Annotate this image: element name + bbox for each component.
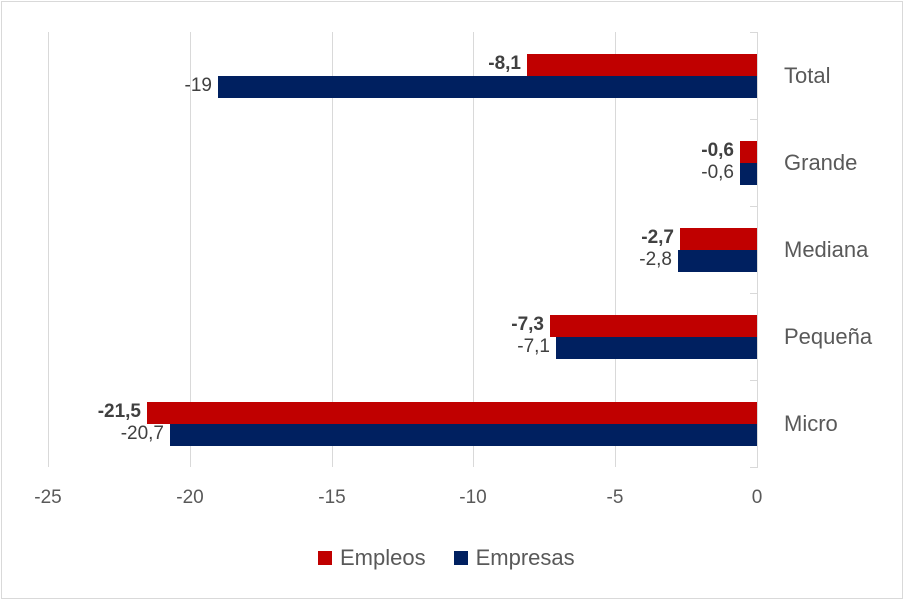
x-tick-label: -25 — [34, 487, 62, 508]
category-label: Pequeña — [784, 324, 873, 349]
data-label: -0,6 — [701, 162, 734, 183]
legend-label: Empleos — [340, 545, 426, 570]
data-label: -2,7 — [641, 227, 674, 248]
x-tick-label: -15 — [318, 487, 346, 508]
bar-empresas[interactable] — [678, 250, 757, 272]
gridline — [332, 32, 333, 467]
category-tick — [750, 467, 758, 468]
legend-swatch-icon — [453, 551, 468, 565]
legend-label: Empresas — [475, 545, 575, 570]
data-label: -20,7 — [120, 423, 164, 444]
gridline — [190, 32, 191, 467]
legend-item-empresas[interactable]: Empresas — [453, 545, 575, 571]
gridline — [473, 32, 474, 467]
value-axis-zero — [757, 32, 758, 467]
data-label: -7,3 — [511, 314, 544, 335]
data-label: -2,8 — [639, 249, 672, 270]
bar-empleos[interactable] — [147, 402, 757, 424]
category-label: Grande — [784, 150, 858, 175]
category-label: Mediana — [784, 237, 869, 262]
category-label: Total — [784, 63, 831, 88]
bar-empleos[interactable] — [550, 315, 757, 337]
x-tick-label: 0 — [751, 487, 763, 508]
category-tick — [750, 32, 758, 33]
gridline — [48, 32, 49, 467]
data-label: -7,1 — [517, 336, 550, 357]
legend-swatch-icon — [318, 551, 332, 565]
bar-empleos[interactable] — [740, 141, 757, 163]
x-tick-label: -5 — [606, 487, 624, 508]
gridline — [615, 32, 616, 467]
bar-empresas[interactable] — [740, 163, 757, 185]
data-label: -0,6 — [701, 140, 734, 161]
category-label: Micro — [784, 411, 838, 436]
x-tick-label: -10 — [459, 487, 487, 508]
x-tick-label: -20 — [176, 487, 204, 508]
data-label: -21,5 — [97, 401, 141, 422]
category-tick — [750, 380, 758, 381]
bar-empresas[interactable] — [170, 424, 757, 446]
category-tick — [750, 206, 758, 207]
category-tick — [750, 119, 758, 120]
legend-item-empleos[interactable]: Empleos — [318, 545, 426, 571]
bar-empresas[interactable] — [556, 337, 757, 359]
category-tick — [750, 293, 758, 294]
data-label: -8,1 — [488, 53, 521, 74]
bar-empresas[interactable] — [218, 76, 757, 98]
data-label: -19 — [184, 75, 212, 96]
legend: Empleos Empresas — [318, 545, 603, 571]
bar-empleos[interactable] — [680, 228, 757, 250]
bar-empleos[interactable] — [527, 54, 757, 76]
